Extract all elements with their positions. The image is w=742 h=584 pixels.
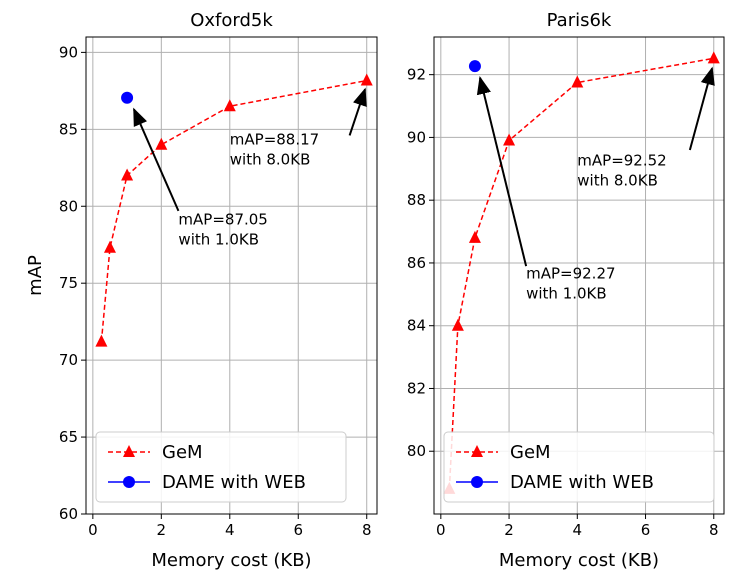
data-point-triangle [155, 137, 168, 150]
data-point-triangle [121, 168, 134, 181]
legend-marker-circle [471, 476, 483, 488]
legend-marker-triangle [471, 445, 483, 457]
x-tick-label: 6 [641, 521, 651, 539]
annotation-text: with 8.0KB [577, 172, 658, 190]
data-point-triangle [468, 230, 481, 243]
series-dame-with-web [121, 91, 134, 104]
annotation-text: mAP=92.27 [526, 265, 615, 283]
plot-frame [85, 36, 378, 515]
data-point-triangle [223, 99, 236, 112]
annotation-text: mAP=92.52 [577, 152, 666, 170]
legend-marker-triangle [123, 445, 135, 457]
annotation-text: mAP=87.05 [178, 211, 267, 229]
annotation: mAP=92.27 with 1.0KB [476, 76, 616, 303]
series-dame-with-web [468, 60, 481, 73]
data-point-triangle [451, 318, 464, 331]
data-point-circle [121, 91, 134, 104]
legend: GeM DAME with WEB [443, 431, 715, 503]
data-point-triangle [95, 334, 108, 347]
y-tick-label: 84 [407, 317, 426, 335]
plot-frame [433, 36, 725, 515]
legend-marker-circle [123, 476, 135, 488]
annotation-text: with 8.0KB [230, 151, 311, 169]
series-line [448, 57, 714, 489]
y-tick-label: 90 [59, 43, 78, 61]
y-tick-label: 80 [407, 442, 426, 460]
y-tick-label: 60 [59, 505, 78, 523]
data-point-triangle [571, 75, 584, 88]
annotation-arrow [133, 107, 180, 212]
legend-label: GeM [162, 442, 203, 463]
x-tick-label: 0 [88, 521, 98, 539]
data-point-triangle [360, 73, 373, 86]
y-tick-label: 85 [59, 120, 78, 138]
data-point-triangle [503, 133, 516, 146]
x-axis-label: Memory cost (KB) [499, 550, 659, 571]
y-tick-label: 86 [407, 254, 426, 272]
y-tick-label: 80 [59, 197, 78, 215]
annotation-text: with 1.0KB [178, 231, 259, 249]
legend-box [95, 431, 347, 503]
y-tick-label: 75 [59, 274, 78, 292]
x-tick-label: 8 [362, 521, 372, 539]
data-point-triangle [103, 240, 116, 253]
legend-label: GeM [510, 442, 551, 463]
legend-box [443, 431, 715, 503]
annotation-text: mAP=88.17 [230, 131, 319, 149]
y-tick-label: 88 [407, 191, 426, 209]
annotation-arrow [476, 76, 528, 267]
annotation-arrow [348, 87, 367, 136]
series-line [100, 79, 367, 342]
x-tick-label: 6 [293, 521, 303, 539]
chart-title: Oxford5k [190, 10, 273, 31]
data-point-circle [468, 60, 481, 73]
y-tick-label: 90 [407, 128, 426, 146]
annotation-arrow [688, 66, 715, 151]
annotation-text: with 1.0KB [526, 285, 607, 303]
annotation: mAP=88.17 with 8.0KB [230, 87, 367, 169]
x-axis-label: Memory cost (KB) [151, 550, 311, 571]
legend-label: DAME with WEB [162, 472, 306, 493]
x-tick-label: 2 [157, 521, 167, 539]
y-tick-label: 65 [59, 428, 78, 446]
annotation: mAP=92.52 with 8.0KB [577, 66, 715, 190]
x-tick-label: 2 [504, 521, 514, 539]
x-tick-label: 0 [436, 521, 446, 539]
data-point-triangle [707, 51, 720, 64]
legend-label: DAME with WEB [510, 472, 654, 493]
y-tick-label: 82 [407, 379, 426, 397]
chart-title: Paris6k [547, 10, 612, 31]
y-tick-label: 92 [407, 66, 426, 84]
series-gem [95, 73, 373, 347]
y-tick-label: 70 [59, 351, 78, 369]
y-axis-label: mAP [25, 255, 46, 296]
x-tick-label: 8 [709, 521, 719, 539]
annotation: mAP=87.05 with 1.0KB [133, 107, 268, 249]
x-tick-label: 4 [225, 521, 235, 539]
x-tick-label: 4 [573, 521, 583, 539]
legend: GeM DAME with WEB [95, 431, 347, 503]
